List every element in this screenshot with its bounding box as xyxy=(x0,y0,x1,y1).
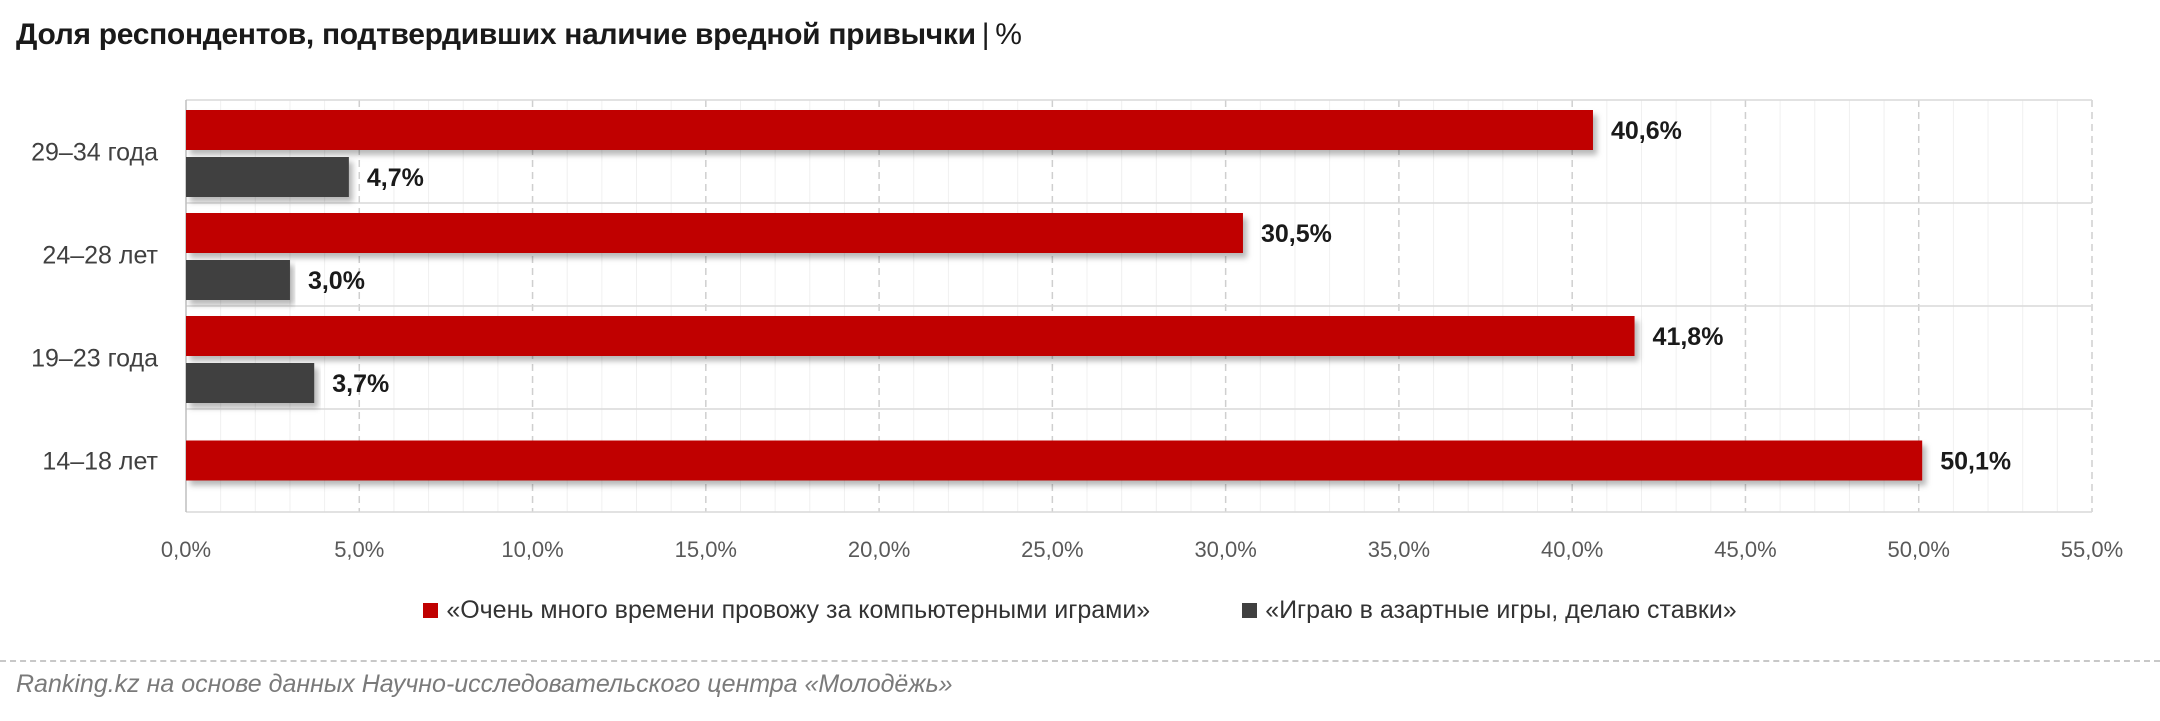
x-tick-label: 35,0% xyxy=(1368,537,1430,562)
y-category-label: 24–28 лет xyxy=(42,242,158,270)
source-note: Ranking.kz на основе данных Научно-иссле… xyxy=(16,670,953,698)
data-label-gambling: 3,7% xyxy=(332,370,389,398)
legend-label-games: «Очень много времени провожу за компьюте… xyxy=(446,596,1151,624)
x-tick-label: 0,0% xyxy=(161,537,211,562)
y-category-label: 14–18 лет xyxy=(42,448,158,476)
x-tick-label: 15,0% xyxy=(675,537,737,562)
x-tick-label: 25,0% xyxy=(1021,537,1083,562)
data-label-games: 40,6% xyxy=(1611,117,1682,145)
legend-swatch-gambling xyxy=(1242,603,1258,618)
x-tick-label: 55,0% xyxy=(2061,537,2123,562)
legend-swatch-games xyxy=(423,603,439,618)
data-label-gambling: 3,0% xyxy=(308,267,365,295)
chart-title-text: Доля респондентов, подтвердивших наличие… xyxy=(16,18,976,51)
chart-legend: «Очень много времени провожу за компьюте… xyxy=(0,596,2160,625)
bar-chart: 0,0% 5,0% 10,0% 15,0% 20,0% 25,0% 30,0% 35,0% 40… xyxy=(31,99,2123,562)
legend-label-gambling: «Играю в азартные игры, делаю ставки» xyxy=(1265,596,1737,624)
footer-divider xyxy=(0,660,2160,662)
data-label-games: 41,8% xyxy=(1653,323,1724,351)
title-unit: % xyxy=(995,18,1022,51)
data-label-gambling: 4,7% xyxy=(367,164,424,192)
x-tick-label: 40,0% xyxy=(1541,537,1603,562)
x-tick-label: 30,0% xyxy=(1194,537,1256,562)
y-category-label: 19–23 года xyxy=(31,345,158,373)
x-tick-label: 45,0% xyxy=(1714,537,1776,562)
title-separator: | xyxy=(981,18,990,51)
data-label-games: 30,5% xyxy=(1261,220,1332,248)
bar-gambling xyxy=(186,260,290,300)
bar-games xyxy=(186,213,1243,253)
chart-title: Доля респондентов, подтвердивших наличие… xyxy=(16,18,1022,52)
bar-gambling xyxy=(186,363,315,403)
legend-item-games: «Очень много времени провожу за компьюте… xyxy=(423,596,1150,625)
legend-item-gambling: «Играю в азартные игры, делаю ставки» xyxy=(1242,596,1737,625)
bar-games xyxy=(186,440,1923,481)
x-tick-label: 10,0% xyxy=(501,537,563,562)
bar-games xyxy=(186,110,1593,150)
bar-gambling xyxy=(186,157,349,197)
bar-games xyxy=(186,316,1635,356)
x-tick-label: 20,0% xyxy=(848,537,910,562)
x-tick-label: 50,0% xyxy=(1888,537,1950,562)
x-tick-label: 5,0% xyxy=(334,537,384,562)
data-label-games: 50,1% xyxy=(1940,448,2011,476)
y-category-label: 29–34 года xyxy=(31,139,158,167)
